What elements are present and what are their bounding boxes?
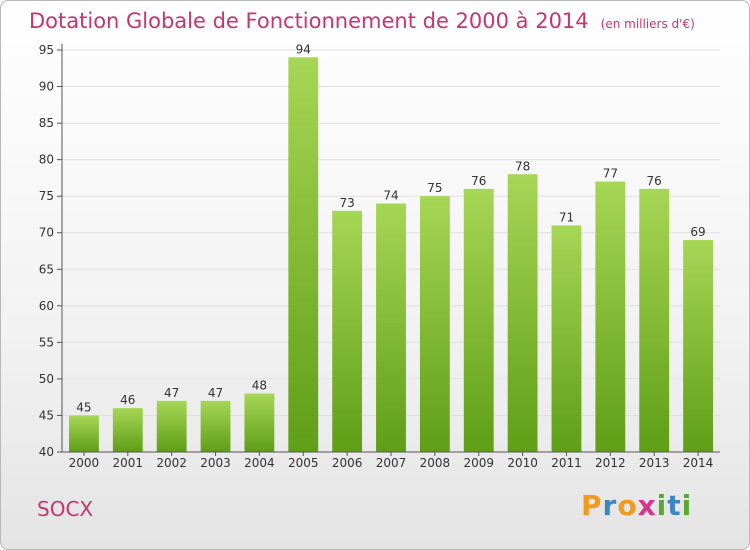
y-tick-label: 90 (39, 80, 54, 94)
data-label: 74 (383, 188, 398, 202)
data-label: 46 (120, 393, 135, 407)
data-label: 77 (603, 167, 618, 181)
y-tick-label: 85 (39, 116, 54, 130)
data-label: 45 (76, 400, 91, 414)
x-tick-label: 2007 (376, 456, 407, 470)
logo-letter: t (667, 489, 682, 522)
data-label: 73 (339, 196, 354, 210)
logo-letter: P (581, 489, 603, 522)
x-tick-label: 2000 (69, 456, 100, 470)
bar-2012 (595, 181, 626, 452)
unit-note: (en milliers d'€) (600, 17, 695, 31)
data-label: 76 (471, 174, 486, 188)
logo-letter: i (681, 489, 693, 522)
bar-2010 (507, 174, 538, 452)
bar-2003 (200, 400, 231, 452)
bars (69, 57, 713, 453)
y-tick-label: 55 (39, 335, 54, 349)
bar-2013 (639, 188, 670, 452)
chart-title: Dotation Globale de Fonctionnement de 20… (29, 9, 695, 33)
data-label: 47 (164, 386, 179, 400)
logo-letter: r (602, 489, 618, 522)
x-tick-label: 2001 (113, 456, 144, 470)
x-tick-label: 2011 (551, 456, 582, 470)
x-tick-label: 2013 (639, 456, 670, 470)
x-tick-label: 2004 (244, 456, 275, 470)
bar-2006 (332, 210, 363, 452)
x-tick-label: 2003 (200, 456, 231, 470)
y-tick-label: 45 (39, 408, 54, 422)
labels: 40 45 50 55 60 65 70 75 80 85 90 95 45 2000 46 2001 47 20… (39, 42, 714, 470)
bar-2008 (419, 196, 450, 452)
x-tick-label: 2012 (595, 456, 626, 470)
bar-2009 (463, 188, 494, 452)
bar-2000 (69, 415, 99, 452)
data-label: 75 (427, 181, 442, 195)
x-tick-label: 2010 (507, 456, 538, 470)
data-label: 71 (559, 210, 574, 224)
bar-2007 (376, 203, 406, 452)
y-tick-label: 50 (39, 372, 54, 386)
bar-2004 (244, 393, 275, 452)
title-text: Dotation Globale de Fonctionnement de 20… (29, 9, 589, 33)
axes (57, 44, 720, 456)
y-tick-label: 65 (39, 262, 54, 276)
proxiti-logo: Proxiti (581, 489, 692, 522)
bar-2014 (683, 240, 713, 452)
y-tick-label: 40 (39, 445, 54, 459)
logo-letter: o (617, 489, 638, 522)
data-label: 78 (515, 159, 530, 173)
x-tick-label: 2006 (332, 456, 363, 470)
y-tick-label: 70 (39, 226, 54, 240)
logo-letter: i (656, 489, 668, 522)
bar-2001 (112, 408, 143, 452)
logo-letter: x (637, 489, 657, 522)
bar-2011 (551, 225, 582, 452)
data-label: 69 (690, 225, 705, 239)
y-tick-label: 80 (39, 153, 54, 167)
data-label: 94 (296, 42, 311, 56)
x-tick-label: 2002 (156, 456, 187, 470)
x-tick-label: 2008 (420, 456, 451, 470)
y-tick-label: 75 (39, 189, 54, 203)
y-tick-label: 60 (39, 299, 54, 313)
bar-2002 (156, 400, 187, 452)
x-tick-label: 2014 (683, 456, 714, 470)
data-label: 48 (252, 379, 267, 393)
x-tick-label: 2009 (463, 456, 494, 470)
y-tick-label: 95 (39, 43, 54, 57)
commune-name: SOCX (37, 497, 94, 521)
x-tick-label: 2005 (288, 456, 319, 470)
data-label: 76 (647, 174, 662, 188)
bar-2005 (288, 57, 319, 453)
data-label: 47 (208, 386, 223, 400)
